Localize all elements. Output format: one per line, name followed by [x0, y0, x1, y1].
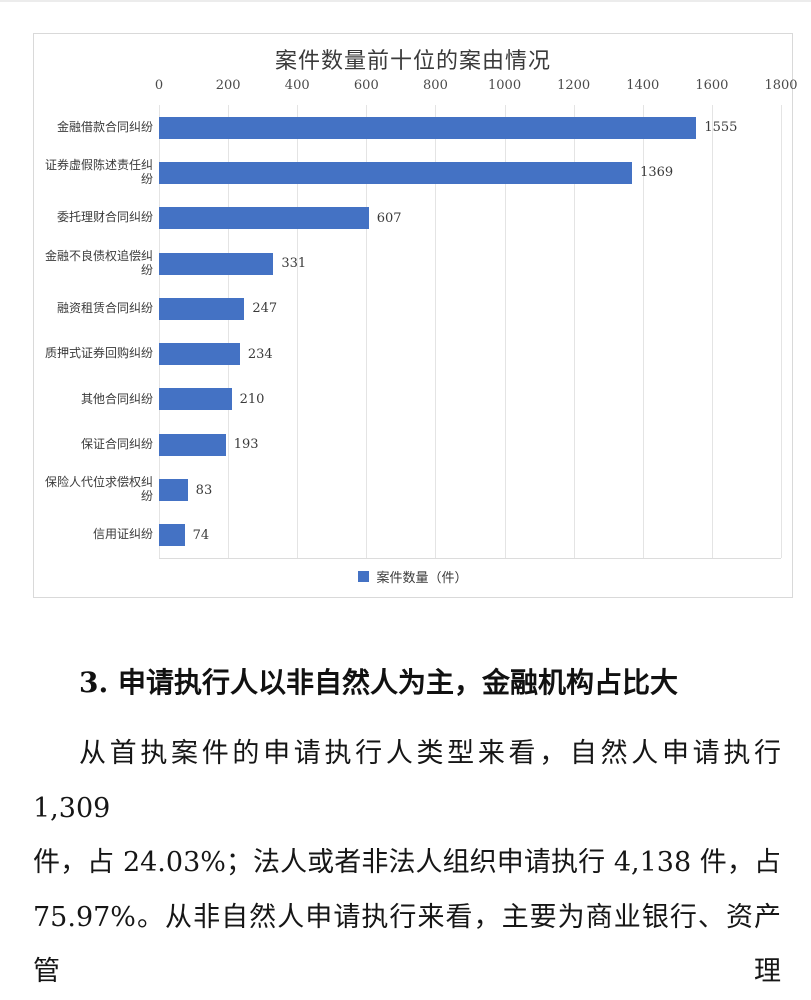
- bar-value-label: 331: [281, 256, 307, 272]
- category-label: 质押式证券回购纠纷: [44, 346, 153, 361]
- bar: [159, 433, 226, 456]
- bar-row: 607: [159, 196, 781, 241]
- category-label: 金融不良债权追偿纠纷: [44, 248, 153, 277]
- paragraph-line: 从首执案件的申请执行人类型来看，自然人申请执行 1,309: [33, 738, 781, 824]
- bar: [159, 343, 240, 366]
- bar: [159, 479, 188, 502]
- x-axis-tick: 600: [353, 78, 379, 93]
- bar-value-label: 83: [195, 482, 213, 498]
- gridline: [573, 105, 575, 558]
- bar: [159, 252, 274, 275]
- bar-row: 74: [159, 513, 781, 558]
- bar: [159, 161, 633, 184]
- gridline: [297, 105, 299, 558]
- chart-rows: 1555 1369 607 331 247 234 210 193 83 74: [159, 105, 781, 558]
- x-axis-tick: 0: [154, 78, 164, 93]
- gridline: [366, 105, 368, 558]
- legend-label: 案件数量（件）: [376, 571, 468, 586]
- bar-value-label: 607: [376, 210, 402, 226]
- category-label: 融资租赁合同纠纷: [56, 300, 153, 315]
- bar: [159, 388, 232, 411]
- category-label: 保险人代位求偿权纠纷: [44, 475, 153, 504]
- category-axis: 金融借款合同纠纷证券虚假陈述责任纠纷委托理财合同纠纷金融不良债权追偿纠纷融资租赁…: [40, 105, 153, 558]
- bar-row: 247: [159, 286, 781, 331]
- bar-value-label: 74: [192, 527, 210, 543]
- chart-plot-area: 1555 1369 607 331 247 234 210 193 83 74: [159, 105, 782, 559]
- bar-row: 193: [159, 422, 781, 467]
- bar-value-label: 1369: [640, 165, 674, 181]
- page-top-edge: [0, 0, 811, 2]
- bar-value-label: 1555: [704, 120, 738, 136]
- bar: [159, 116, 697, 139]
- section-paragraph: 从首执案件的申请执行人类型来看，自然人申请执行 1,309 件，占 24.03%…: [33, 727, 781, 1000]
- category-label: 证券虚假陈述责任纠纷: [44, 158, 153, 186]
- gridline: [781, 105, 782, 558]
- x-axis-tick: 200: [215, 78, 241, 93]
- text-section: 3. 申请执行人以非自然人为主，金融机构占比大 从首执案件的申请执行人类型来看，…: [33, 663, 781, 1000]
- bar-value-label: 234: [247, 346, 273, 362]
- bar-row: 234: [159, 331, 781, 376]
- bar-row: 83: [159, 467, 781, 512]
- bar-value-label: 247: [252, 301, 278, 317]
- bar: [159, 207, 369, 230]
- x-axis-tick: 1000: [488, 78, 522, 93]
- bar-value-label: 193: [233, 437, 259, 453]
- gridline: [228, 105, 230, 558]
- gridline: [159, 105, 160, 558]
- x-axis-tick: 1200: [557, 78, 591, 93]
- gridline: [642, 105, 644, 558]
- category-label: 保证合同纠纷: [80, 436, 153, 451]
- x-axis-tick: 1800: [764, 78, 798, 93]
- bar-row: 1369: [159, 150, 781, 195]
- bar-chart: 案件数量前十位的案由情况 0 200 400 600 800 1000 1200 1400 16…: [33, 33, 798, 598]
- x-axis-tick: 1600: [695, 78, 729, 93]
- bar-row: 210: [159, 377, 781, 422]
- legend-swatch-icon: [358, 571, 370, 582]
- paragraph-line: 件，占 24.03%；法人或者非法人组织申请执行 4,138 件，占: [33, 847, 781, 878]
- chart-title: 案件数量前十位的案由情况: [274, 49, 551, 74]
- category-label: 委托理财合同纠纷: [56, 210, 153, 225]
- bar: [159, 297, 245, 320]
- x-axis-tick: 800: [423, 78, 448, 93]
- x-axis: 0 200 400 600 800 1000 1200 1400 1600 1800: [155, 78, 798, 96]
- section-heading: 3. 申请执行人以非自然人为主，金融机构占比大: [79, 666, 678, 699]
- gridline: [711, 105, 713, 558]
- bar-row: 1555: [159, 105, 781, 150]
- category-label: 金融借款合同纠纷: [56, 119, 153, 134]
- bar-row: 331: [159, 241, 781, 286]
- gridline: [504, 105, 506, 558]
- paragraph-line: 75.97%。从非自然人申请执行来看，主要为商业银行、资产管理: [33, 901, 781, 988]
- chart-legend: 案件数量（件）: [34, 567, 792, 586]
- gridline: [435, 105, 437, 558]
- x-axis-tick: 400: [284, 78, 310, 93]
- bar-value-label: 210: [239, 391, 265, 407]
- category-label: 其他合同纠纷: [80, 391, 153, 406]
- bar: [159, 524, 185, 547]
- category-label: 信用证纠纷: [92, 527, 153, 542]
- x-axis-tick: 1400: [626, 78, 660, 93]
